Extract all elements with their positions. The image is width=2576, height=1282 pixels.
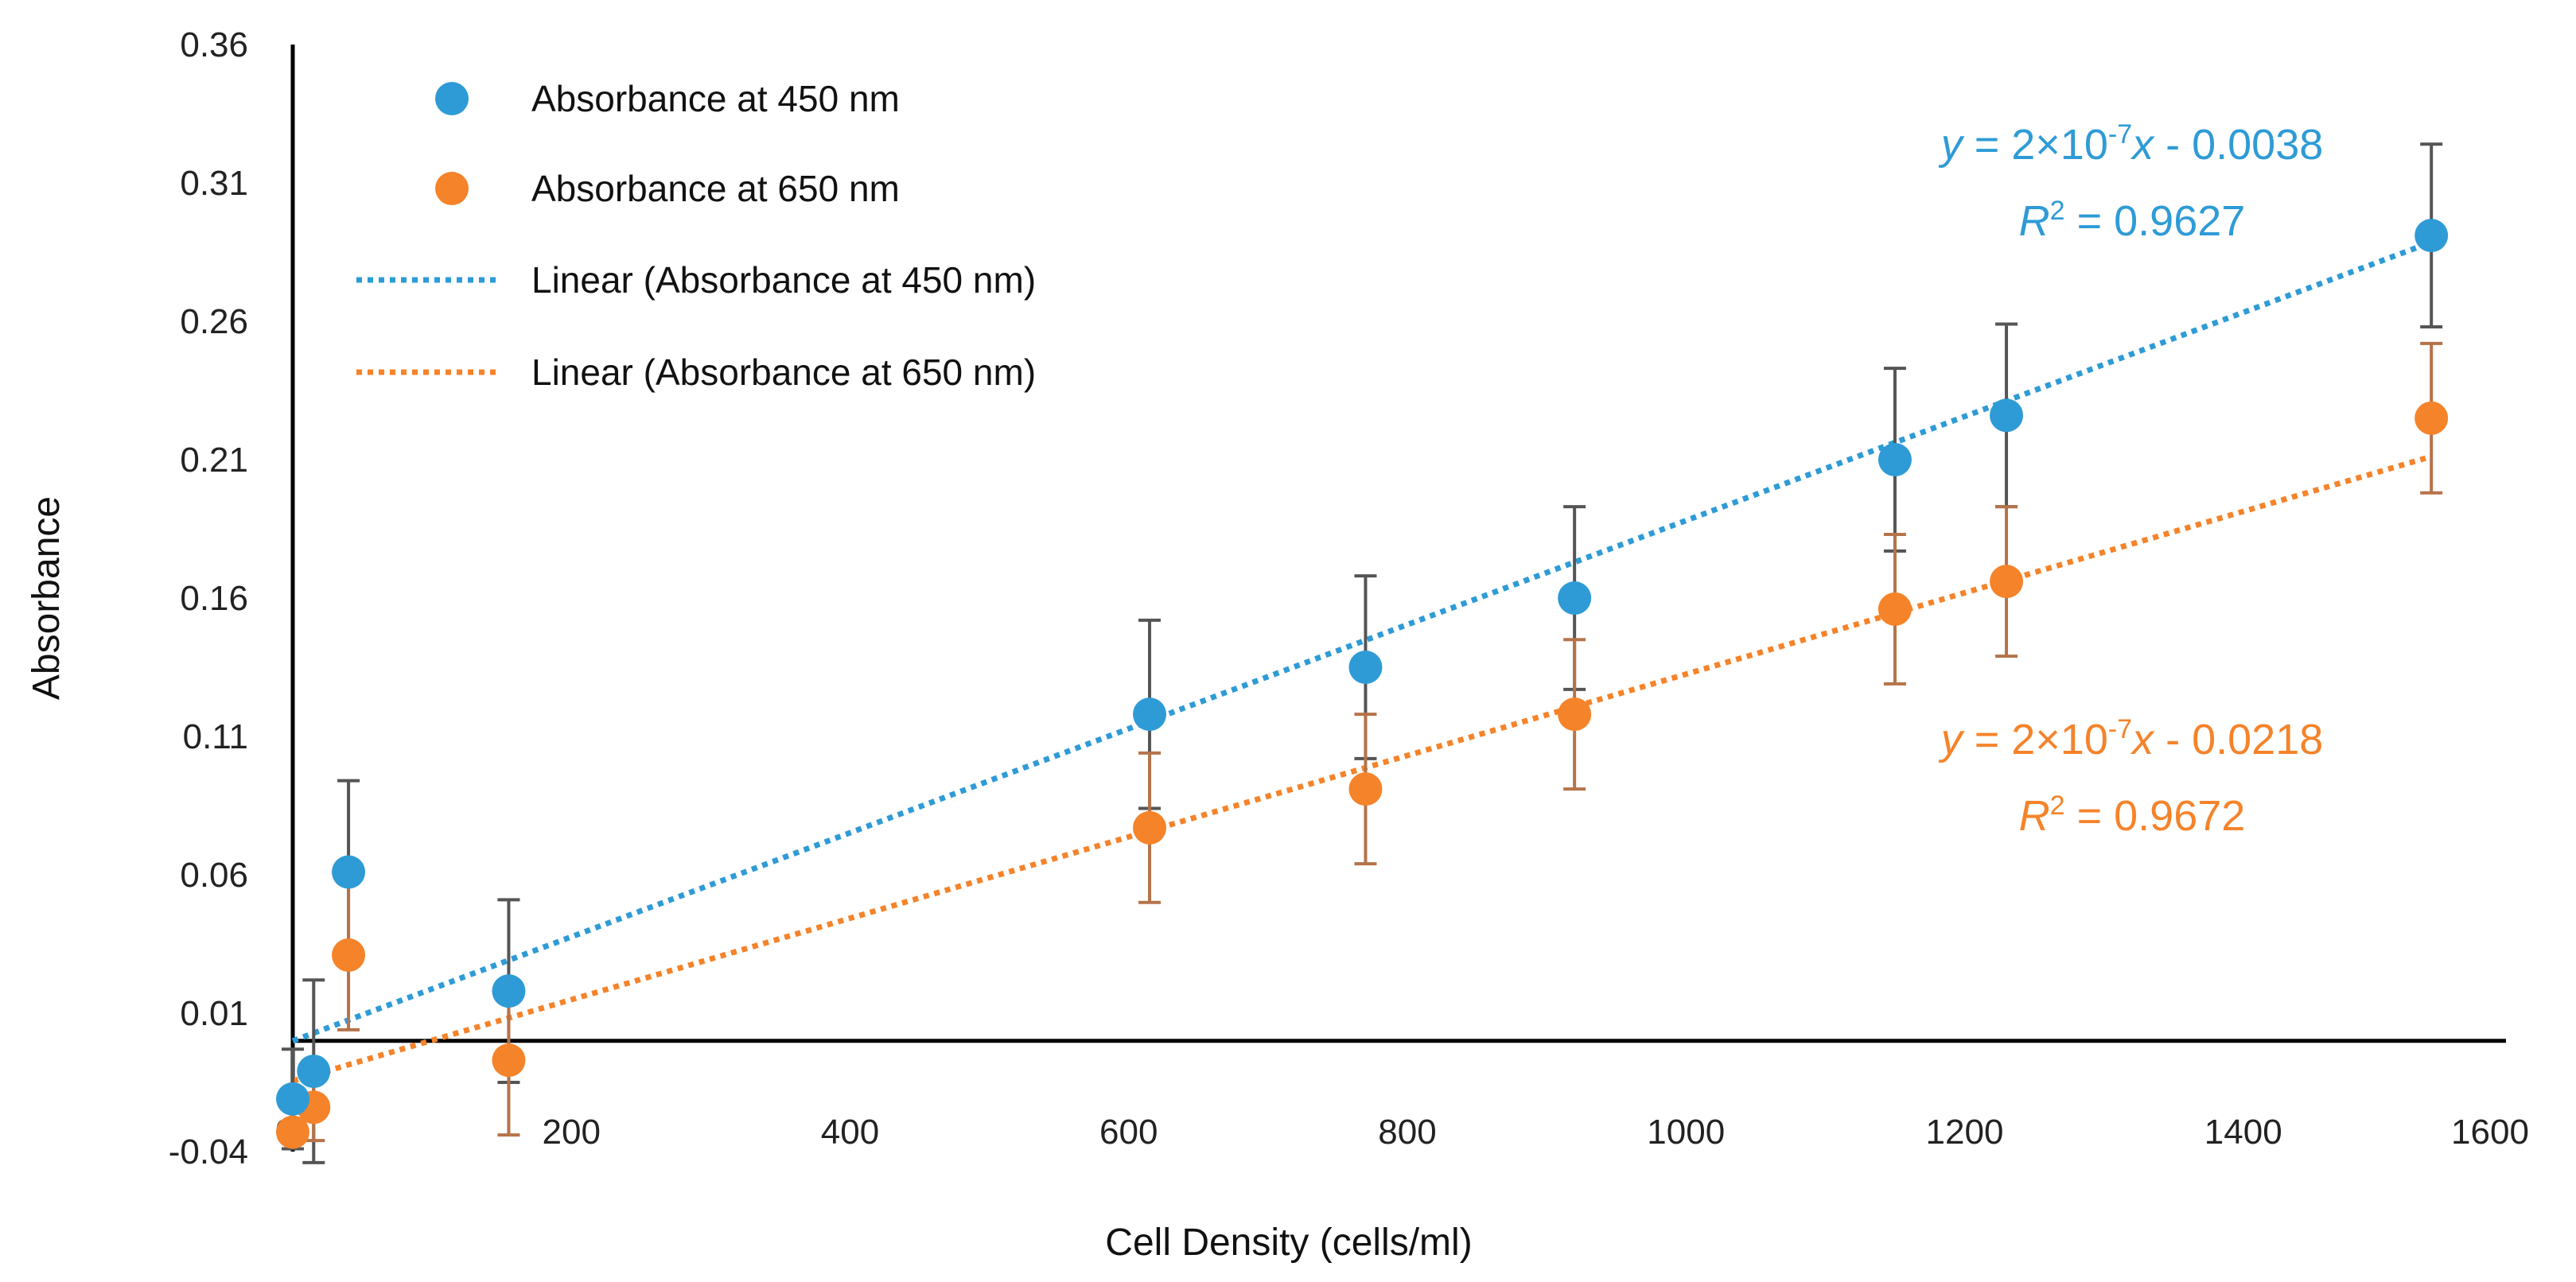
eq-650-tail: - 0.0218 <box>2154 716 2323 763</box>
data-point-650 <box>276 1115 309 1149</box>
data-point-450 <box>332 855 366 889</box>
data-point-650 <box>332 938 366 972</box>
legend-label-linear-450: Linear (Absorbance at 450 nm) <box>531 259 1036 301</box>
data-point-650 <box>1878 592 1912 626</box>
x-axis-title: Cell Density (cells/ml) <box>1105 1222 1472 1264</box>
data-point-450 <box>297 1055 331 1089</box>
x-tick-label: 600 <box>1099 1113 1158 1152</box>
r2-650-r: R <box>2019 792 2050 840</box>
data-point-450 <box>1878 443 1912 476</box>
data-point-450 <box>276 1082 309 1116</box>
trendline-450 <box>291 239 2433 1044</box>
y-axis-title: Absorbance <box>25 496 68 700</box>
legend-marker-450 <box>435 82 469 115</box>
eq-650-y: y <box>1938 716 1965 763</box>
legend-label-linear-650: Linear (Absorbance at 650 nm) <box>531 352 1036 393</box>
y-tick-label: 0.06 <box>180 856 248 895</box>
r2-450-line: R2 = 0.9627 <box>2019 196 2246 245</box>
data-points <box>276 219 2449 1149</box>
data-point-650 <box>1558 697 1592 732</box>
x-tick-label: 1400 <box>2204 1113 2282 1152</box>
data-point-450 <box>2415 219 2449 253</box>
equation-650: y = 2×10-7x - 0.0218 R2 = 0.9672 <box>1938 714 2324 840</box>
x-tick-label: 800 <box>1378 1113 1436 1152</box>
y-tick-label: 0.01 <box>180 994 248 1033</box>
legend: Absorbance at 450 nm Absorbance at 650 n… <box>356 78 1036 393</box>
r2-450-r: R <box>2019 197 2050 245</box>
equation-450-line: y = 2×10-7x - 0.0038 <box>1938 119 2324 169</box>
y-tick-label: 0.11 <box>183 717 248 756</box>
x-tick-label: 200 <box>543 1113 601 1152</box>
x-tick-label: 1200 <box>1926 1113 2004 1152</box>
x-tick-label: 1000 <box>1647 1113 1725 1152</box>
y-tick-label: 0.16 <box>180 579 248 618</box>
y-tick-label: 0.36 <box>180 25 248 64</box>
data-point-450 <box>492 974 526 1008</box>
equation-450: y = 2×10-7x - 0.0038 R2 = 0.9627 <box>1938 119 2324 245</box>
r2-650-sup: 2 <box>2050 791 2065 821</box>
y-tick-label: -0.04 <box>169 1132 248 1171</box>
eq-650-x: x <box>2130 716 2155 763</box>
r2-450-sup: 2 <box>2050 196 2065 226</box>
eq-450-exp: -7 <box>2108 119 2132 150</box>
trendline-650 <box>292 453 2433 1084</box>
data-point-650 <box>1990 565 2024 599</box>
data-point-450 <box>1990 398 2024 433</box>
axes <box>290 45 2506 1152</box>
data-point-450 <box>1558 581 1592 615</box>
data-point-450 <box>1348 651 1383 684</box>
data-point-650 <box>2415 401 2449 435</box>
legend-marker-650 <box>435 172 469 205</box>
x-tick-labels: 02004006008001000120014001600 <box>275 1113 2529 1152</box>
r2-650-value: = 0.9672 <box>2065 792 2246 840</box>
legend-label-650: Absorbance at 650 nm <box>531 168 900 209</box>
eq-450-tail: - 0.0038 <box>2154 121 2323 169</box>
trendlines <box>291 239 2433 1084</box>
eq-450-y: y <box>1938 121 1965 169</box>
data-point-650 <box>1348 772 1383 806</box>
data-point-650 <box>492 1043 526 1078</box>
y-tick-label: 0.31 <box>180 164 248 203</box>
eq-450-rhs: = 2×10 <box>1963 121 2108 169</box>
r2-650-line: R2 = 0.9672 <box>2019 791 2246 840</box>
eq-450-x: x <box>2130 121 2155 169</box>
eq-650-exp: -7 <box>2108 714 2132 744</box>
y-tick-labels: -0.04 0.01 0.06 0.11 0.16 0.21 0.26 0.31 0.36 <box>169 25 248 1171</box>
y-tick-label: 0.26 <box>180 302 248 341</box>
r2-450-value: = 0.9627 <box>2065 197 2246 245</box>
x-tick-label: 400 <box>821 1113 879 1152</box>
legend-label-450: Absorbance at 450 nm <box>531 78 900 119</box>
y-tick-label: 0.21 <box>180 441 248 480</box>
equation-650-line: y = 2×10-7x - 0.0218 <box>1938 714 2324 763</box>
data-point-450 <box>1133 697 1167 732</box>
x-tick-label: 1600 <box>2451 1113 2529 1152</box>
data-point-650 <box>1133 810 1167 845</box>
eq-650-rhs: = 2×10 <box>1963 716 2108 763</box>
